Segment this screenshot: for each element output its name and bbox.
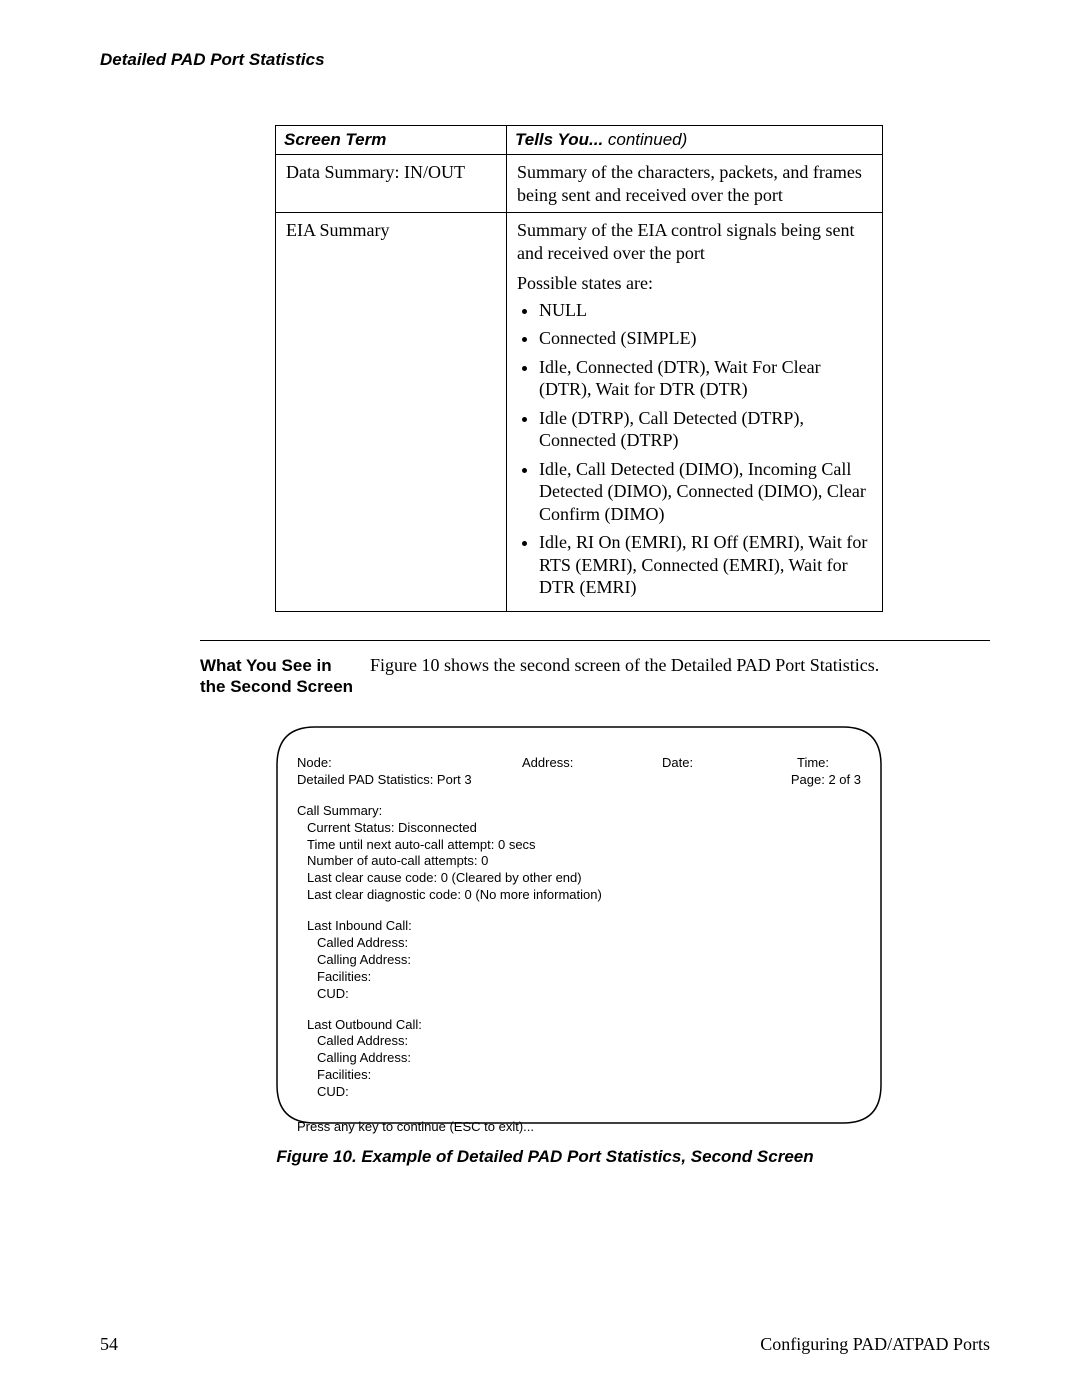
terminal-prompt: Press any key to continue (ESC to exit).… — [297, 1119, 861, 1136]
terminal-header-row: Node: Address: Date: Time: — [297, 755, 861, 772]
side-heading-line2: the Second Screen — [200, 677, 353, 696]
side-heading: What You See in the Second Screen — [200, 655, 370, 698]
term-address-label: Address: — [522, 755, 662, 772]
list-item: Idle, Call Detected (DIMO), Incoming Cal… — [539, 458, 872, 526]
inbound-line: Facilities: — [297, 969, 861, 986]
list-item: NULL — [539, 299, 872, 322]
table-row: EIA Summary Summary of the EIA control s… — [276, 213, 883, 612]
possible-states-label: Possible states are: — [517, 272, 872, 295]
outbound-line: CUD: — [297, 1084, 861, 1101]
inbound-line: Calling Address: — [297, 952, 861, 969]
figure-caption: Figure 10. Example of Detailed PAD Port … — [100, 1147, 990, 1167]
page: Detailed PAD Port Statistics Screen Term… — [0, 0, 1080, 1397]
screen-term-table: Screen Term Tells You... continued) Data… — [275, 125, 883, 612]
call-summary-line: Current Status: Disconnected — [297, 820, 861, 837]
last-outbound-label: Last Outbound Call: — [297, 1017, 861, 1034]
call-summary-line: Number of auto-call attempts: 0 — [297, 853, 861, 870]
th-screen-term: Screen Term — [276, 126, 507, 155]
cell-term: Data Summary: IN/OUT — [276, 155, 507, 213]
call-summary-label: Call Summary: — [297, 803, 861, 820]
call-summary-line: Last clear diagnostic code: 0 (No more i… — [297, 887, 861, 904]
outbound-line: Facilities: — [297, 1067, 861, 1084]
last-outbound-block: Last Outbound Call: Called Address: Call… — [297, 1017, 861, 1101]
cell-desc: Summary of the characters, packets, and … — [507, 155, 883, 213]
outbound-line: Calling Address: — [297, 1050, 861, 1067]
term-time-label: Time: — [797, 755, 829, 772]
page-header-title: Detailed PAD Port Statistics — [100, 50, 990, 70]
eia-desc: Summary of the EIA control signals being… — [517, 219, 872, 264]
inbound-line: Called Address: — [297, 935, 861, 952]
term-date-label: Date: — [662, 755, 797, 772]
terminal-figure: Node: Address: Date: Time: Detailed PAD … — [275, 725, 883, 1125]
section-text: Figure 10 shows the second screen of the… — [370, 655, 879, 698]
last-inbound-label: Last Inbound Call: — [297, 918, 861, 935]
inbound-line: CUD: — [297, 986, 861, 1003]
list-item: Idle, RI On (EMRI), RI Off (EMRI), Wait … — [539, 531, 872, 599]
outbound-line: Called Address: — [297, 1033, 861, 1050]
terminal-screen: Node: Address: Date: Time: Detailed PAD … — [275, 725, 883, 1125]
terminal-subheader-row: Detailed PAD Statistics: Port 3 Page: 2 … — [297, 772, 861, 789]
terminal-content: Node: Address: Date: Time: Detailed PAD … — [297, 755, 861, 1136]
term-page-indicator: Page: 2 of 3 — [791, 772, 861, 789]
call-summary-line: Last clear cause code: 0 (Cleared by oth… — [297, 870, 861, 887]
term-node-label: Node: — [297, 755, 522, 772]
doc-title: Configuring PAD/ATPAD Ports — [760, 1334, 990, 1355]
side-heading-line1: What You See in — [200, 656, 332, 675]
call-summary-line: Time until next auto-call attempt: 0 sec… — [297, 837, 861, 854]
list-item: Idle (DTRP), Call Detected (DTRP), Conne… — [539, 407, 872, 452]
th-tells-you-continued: continued) — [603, 130, 687, 149]
cell-desc: Summary of the EIA control signals being… — [507, 213, 883, 612]
cell-term: EIA Summary — [276, 213, 507, 612]
list-item: Connected (SIMPLE) — [539, 327, 872, 350]
th-tells-you: Tells You... continued) — [507, 126, 883, 155]
call-summary-block: Call Summary: Current Status: Disconnect… — [297, 803, 861, 904]
page-footer: 54 Configuring PAD/ATPAD Ports — [100, 1334, 990, 1355]
page-number: 54 — [100, 1334, 118, 1355]
list-item: Idle, Connected (DTR), Wait For Clear (D… — [539, 356, 872, 401]
table-row: Data Summary: IN/OUT Summary of the char… — [276, 155, 883, 213]
states-list: NULL Connected (SIMPLE) Idle, Connected … — [517, 299, 872, 599]
term-port-title: Detailed PAD Statistics: Port 3 — [297, 772, 472, 789]
last-inbound-block: Last Inbound Call: Called Address: Calli… — [297, 918, 861, 1002]
section-second-screen: What You See in the Second Screen Figure… — [200, 640, 990, 698]
th-tells-you-label: Tells You... — [515, 130, 603, 149]
table-header-row: Screen Term Tells You... continued) — [276, 126, 883, 155]
